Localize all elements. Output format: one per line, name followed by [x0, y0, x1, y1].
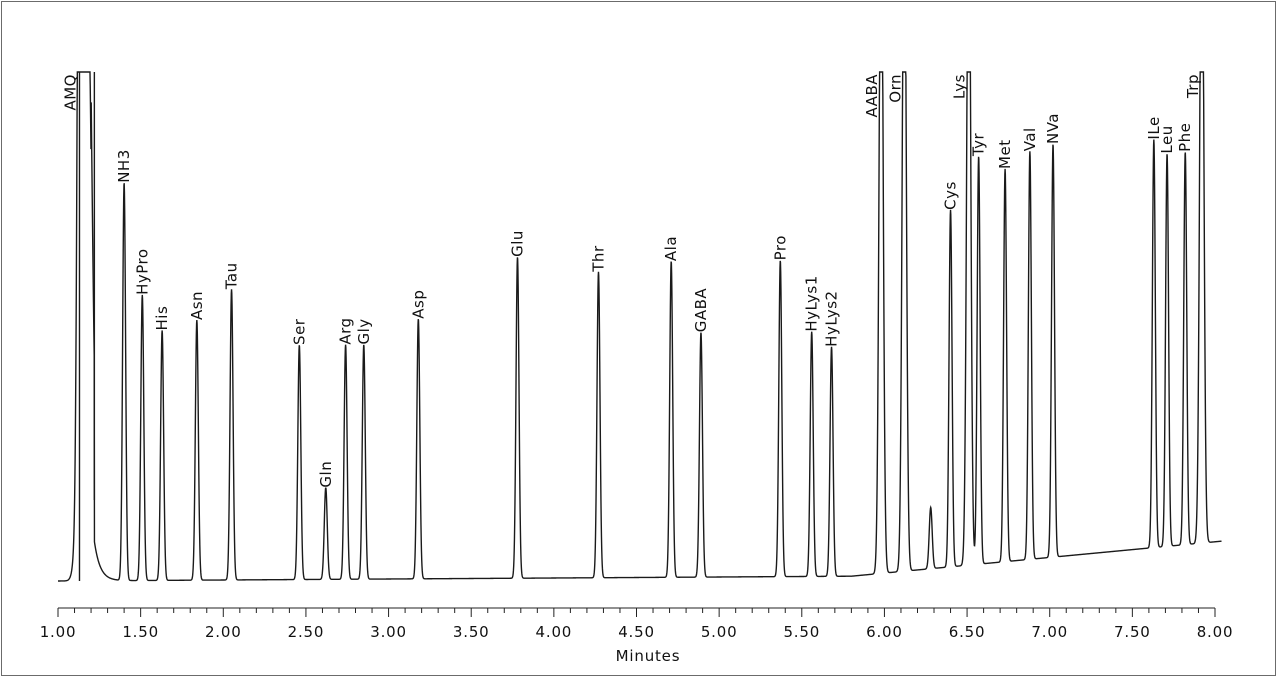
x-tick-label: 1.50: [122, 623, 159, 641]
peak-label: Pro: [771, 235, 789, 260]
x-axis: 1.00 1.50 2.00 2.50 3.00 3.50 4.00 4.50 5.00 5.50…: [40, 607, 1234, 641]
peak-label: Orn: [886, 74, 904, 103]
x-tick-label: 3.50: [453, 623, 490, 641]
peak-label: Asn: [188, 291, 206, 320]
peak-label: HyPro: [133, 248, 151, 294]
peak-label: Ala: [662, 236, 680, 261]
peak-label: AMQ: [61, 74, 79, 111]
x-tick-label: 3.00: [370, 623, 407, 641]
x-tick-label: 7.00: [1031, 623, 1068, 641]
x-tick-label: 7.50: [1114, 623, 1151, 641]
amq-peak: [78, 72, 96, 581]
peak-label: Asp: [409, 290, 427, 319]
x-tick-label: 2.50: [288, 623, 325, 641]
peak-label: Tau: [223, 262, 241, 290]
peak-label: Leu: [1158, 125, 1176, 153]
peak-label: Ser: [290, 318, 308, 345]
peak-label: GABA: [692, 288, 710, 333]
peak-label: Gln: [317, 461, 335, 488]
peak-label: NH3: [115, 149, 133, 183]
peak-label: HyLys2: [823, 290, 841, 346]
peak-label: Tyr: [970, 132, 988, 157]
peak-label: Lys: [951, 74, 969, 99]
peak-label: HyLys1: [803, 275, 821, 331]
peak-label: Thr: [589, 245, 607, 273]
x-tick-label: 4.00: [536, 623, 573, 641]
x-tick-label: 8.00: [1197, 623, 1234, 641]
trace-line: [58, 71, 1222, 582]
peak-label: Glu: [508, 230, 526, 257]
peak-label: Trp: [1184, 74, 1202, 99]
x-tick-label: 4.50: [618, 623, 655, 641]
peak-label: NVa: [1044, 113, 1062, 144]
chromatogram-trace: [58, 71, 1222, 582]
peak-label: Phe: [1176, 123, 1194, 152]
peak-label: Cys: [942, 181, 960, 210]
peak-label: Val: [1021, 127, 1039, 151]
peak-label: Arg: [337, 317, 355, 344]
x-tick-label: 2.00: [205, 623, 242, 641]
x-tick-label: 5.00: [701, 623, 738, 641]
peak-label: Met: [996, 139, 1014, 169]
x-axis-title: Minutes: [616, 647, 681, 665]
peak-label: AABA: [863, 74, 881, 118]
x-tick-label: 6.00: [866, 623, 903, 641]
peak-label: His: [153, 306, 171, 331]
x-tick-label: 5.50: [783, 623, 820, 641]
x-tick-label: 1.00: [40, 623, 77, 641]
x-tick-label: 6.50: [949, 623, 986, 641]
peak-label: Gly: [355, 318, 373, 344]
peak-label: ILe: [1145, 116, 1163, 139]
